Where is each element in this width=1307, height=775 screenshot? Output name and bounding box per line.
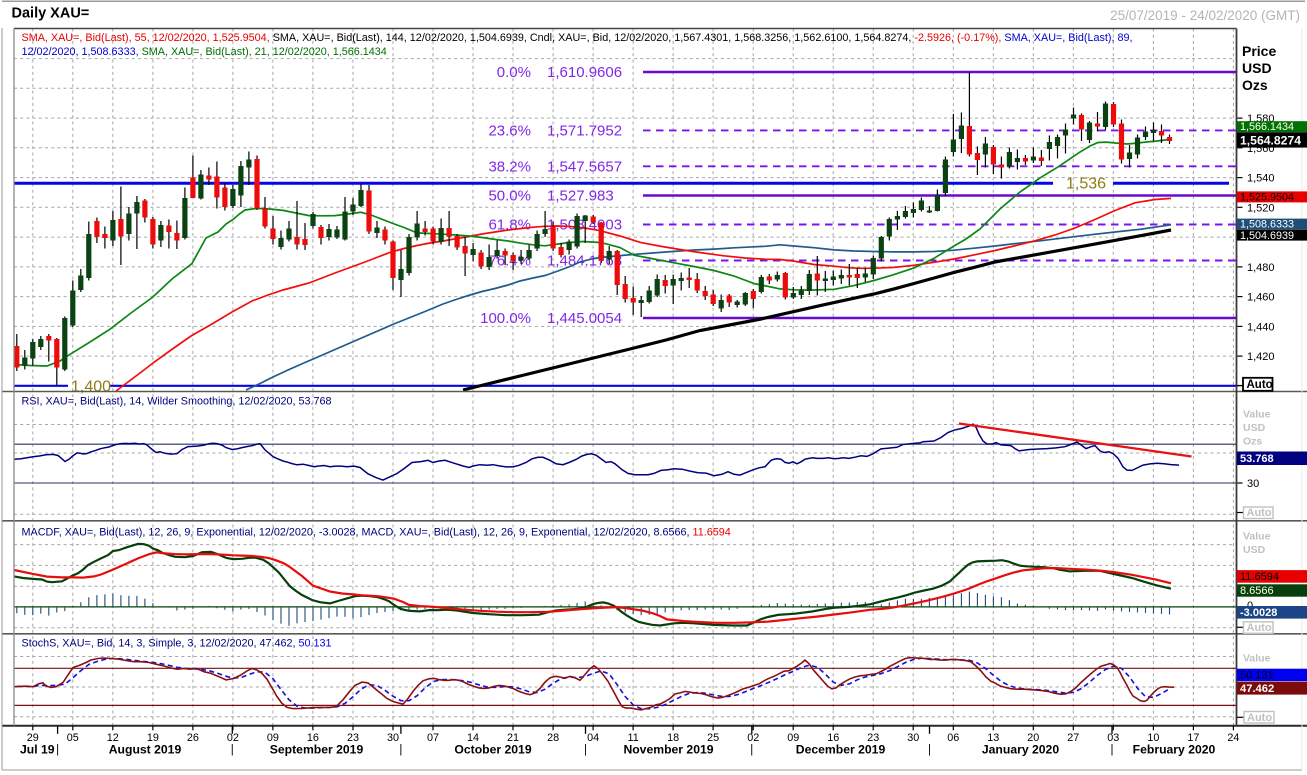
svg-text:30: 30 xyxy=(907,732,919,744)
svg-text:05: 05 xyxy=(67,732,79,744)
svg-text:1,610.9606: 1,610.9606 xyxy=(547,64,622,81)
svg-text:1,540: 1,540 xyxy=(1247,173,1275,185)
svg-text:Price: Price xyxy=(1242,43,1276,59)
svg-text:1,508.6333: 1,508.6333 xyxy=(1240,219,1294,231)
svg-text:RSI, XAU=, Bid(Last), 14, Wil: RSI, XAU=, Bid(Last), 14, Wilder Smoothi… xyxy=(22,396,332,408)
svg-text:19: 19 xyxy=(147,732,159,744)
svg-text:Jul 19: Jul 19 xyxy=(20,743,55,757)
svg-text:Ozs: Ozs xyxy=(1243,436,1262,448)
svg-text:47.462: 47.462 xyxy=(1240,683,1274,695)
svg-text:53.768: 53.768 xyxy=(1240,453,1274,465)
svg-text:07: 07 xyxy=(427,732,439,744)
svg-text:Auto: Auto xyxy=(1247,379,1273,391)
svg-text:23.6%: 23.6% xyxy=(488,122,531,139)
svg-text:30: 30 xyxy=(387,732,399,744)
svg-text:Daily XAU=: Daily XAU= xyxy=(12,6,90,22)
svg-text:Auto: Auto xyxy=(1247,507,1272,519)
svg-text:Ozs: Ozs xyxy=(1242,77,1268,93)
svg-text:1,460: 1,460 xyxy=(1247,292,1275,304)
svg-text:|: | xyxy=(750,744,753,756)
svg-text:|: | xyxy=(399,744,402,756)
svg-text:Value: Value xyxy=(1243,531,1271,543)
svg-text:1,504.6939: 1,504.6939 xyxy=(1240,230,1294,242)
svg-text:1,566.1434: 1,566.1434 xyxy=(1240,121,1294,133)
svg-text:1,547.5657: 1,547.5657 xyxy=(547,158,622,175)
svg-text:12: 12 xyxy=(107,732,119,744)
svg-text:20: 20 xyxy=(1027,732,1039,744)
svg-text:25/07/2019 - 24/02/2020 (GMT): 25/07/2019 - 24/02/2020 (GMT) xyxy=(1110,8,1300,23)
svg-text:21: 21 xyxy=(507,732,519,744)
svg-text:1,400: 1,400 xyxy=(71,379,111,396)
svg-text:November 2019: November 2019 xyxy=(623,743,713,757)
svg-text:11.6594: 11.6594 xyxy=(1240,571,1279,583)
svg-text:MACDF, XAU=, Bid(Last), 12, 2: MACDF, XAU=, Bid(Last), 12, 26, 9, Expon… xyxy=(22,527,731,539)
svg-text:09: 09 xyxy=(267,732,279,744)
svg-text:January 2020: January 2020 xyxy=(982,743,1059,757)
svg-text:09: 09 xyxy=(787,732,799,744)
svg-text:|: | xyxy=(584,744,587,756)
svg-text:06: 06 xyxy=(947,732,959,744)
svg-text:1,520: 1,520 xyxy=(1247,202,1275,214)
svg-text:38.2%: 38.2% xyxy=(488,158,531,175)
svg-text:1,536: 1,536 xyxy=(1066,176,1106,193)
svg-text:|: | xyxy=(56,744,59,756)
svg-text:30: 30 xyxy=(1247,478,1259,490)
svg-text:USD: USD xyxy=(1242,60,1272,76)
svg-text:10: 10 xyxy=(1147,732,1159,744)
svg-text:02: 02 xyxy=(227,732,239,744)
svg-text:0.0%: 0.0% xyxy=(497,64,531,81)
svg-text:1,571.7952: 1,571.7952 xyxy=(547,122,622,139)
svg-text:26: 26 xyxy=(187,732,199,744)
svg-text:16: 16 xyxy=(307,732,319,744)
svg-text:1,420: 1,420 xyxy=(1247,351,1275,363)
svg-text:12/02/2020, 1,508.6333, SMA,: 12/02/2020, 1,508.6333, SMA, XAU=, Bid(L… xyxy=(22,46,387,58)
svg-text:61.8%: 61.8% xyxy=(488,217,531,234)
svg-text:Value: Value xyxy=(1243,409,1271,421)
svg-text:October 2019: October 2019 xyxy=(454,743,531,757)
svg-text:27: 27 xyxy=(1067,732,1079,744)
svg-text:50.131: 50.131 xyxy=(1240,670,1274,682)
svg-text:28: 28 xyxy=(547,732,559,744)
svg-text:StochS, XAU=, Bid, 14, 3, Sim: StochS, XAU=, Bid, 14, 3, Simple, 3, 12/… xyxy=(22,638,332,650)
svg-text:25: 25 xyxy=(707,732,719,744)
svg-text:September 2019: September 2019 xyxy=(270,743,364,757)
svg-text:23: 23 xyxy=(867,732,879,744)
svg-text:USD: USD xyxy=(1243,422,1266,434)
svg-text:04: 04 xyxy=(587,732,599,744)
svg-text:24: 24 xyxy=(1227,732,1239,744)
svg-text:1,445.0054: 1,445.0054 xyxy=(547,310,622,327)
svg-text:February 2020: February 2020 xyxy=(1133,743,1216,757)
svg-text:1,480: 1,480 xyxy=(1247,262,1275,274)
svg-text:1,525.9504: 1,525.9504 xyxy=(1240,192,1294,204)
svg-text:1,527.983: 1,527.983 xyxy=(547,188,614,205)
svg-text:1,564.8274: 1,564.8274 xyxy=(1240,133,1301,147)
svg-text:18: 18 xyxy=(667,732,679,744)
svg-text:50.0%: 50.0% xyxy=(488,188,531,205)
svg-text:16: 16 xyxy=(827,732,839,744)
svg-text:17: 17 xyxy=(1187,732,1199,744)
svg-text:1,440: 1,440 xyxy=(1247,321,1275,333)
svg-text:Value: Value xyxy=(1243,653,1271,665)
svg-text:76.4%: 76.4% xyxy=(488,253,531,270)
svg-text:100.0%: 100.0% xyxy=(480,310,531,327)
svg-text:|: | xyxy=(1111,744,1114,756)
svg-text:02: 02 xyxy=(747,732,759,744)
svg-text:11: 11 xyxy=(627,732,638,744)
svg-text:23: 23 xyxy=(347,732,359,744)
svg-text:8.6566: 8.6566 xyxy=(1240,585,1274,597)
svg-text:Auto: Auto xyxy=(1247,712,1272,724)
svg-text:|: | xyxy=(231,744,234,756)
svg-text:USD: USD xyxy=(1243,544,1266,556)
svg-text:SMA, XAU=, Bid(Last), 55, 12: SMA, XAU=, Bid(Last), 55, 12/02/2020, 1,… xyxy=(22,32,1133,44)
svg-text:|: | xyxy=(928,744,931,756)
svg-text:13: 13 xyxy=(987,732,999,744)
svg-text:Auto: Auto xyxy=(1247,622,1272,634)
svg-text:14: 14 xyxy=(467,732,479,744)
svg-text:03: 03 xyxy=(1107,732,1119,744)
svg-text:-3.0028: -3.0028 xyxy=(1240,607,1277,619)
svg-text:August 2019: August 2019 xyxy=(109,743,182,757)
svg-text:29: 29 xyxy=(27,732,39,744)
svg-text:December 2019: December 2019 xyxy=(796,743,886,757)
